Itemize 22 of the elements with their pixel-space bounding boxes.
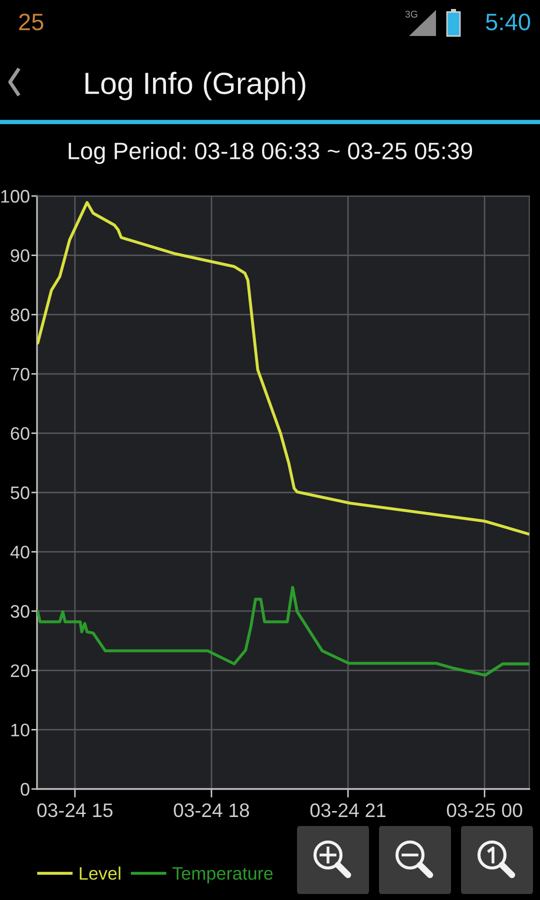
text: 25 — [19, 14, 44, 30]
y-tick-label: 30 — [10, 605, 30, 618]
y-tick-label: 60 — [10, 427, 30, 440]
y-tick-label: 10 — [11, 724, 30, 736]
y-tick-label: 70 — [10, 368, 30, 381]
text: 5:40 — [486, 14, 530, 30]
x-tick-label: 03-24 18 — [174, 803, 250, 818]
x-tick-label: 03-24 21 — [310, 803, 386, 818]
y-tick-label: 80 — [10, 308, 30, 322]
y-tick-label: 90 — [10, 249, 30, 262]
legend-label: Level — [80, 866, 120, 880]
x-tick-label: 03-25 00 — [446, 803, 522, 818]
y-tick-label: 50 — [10, 486, 30, 500]
y-tick-label: 100 — [1, 190, 30, 203]
chart-subtitle: Log Period: 03-18 06:33 ~ 03-25 05:39 — [68, 142, 472, 164]
y-tick-label: 40 — [10, 546, 30, 559]
y-tick-label: 20 — [10, 664, 30, 678]
chart-title: Log Info (Graph) — [86, 72, 306, 100]
text: 3G — [405, 10, 418, 18]
y-tick-label: 0 — [20, 782, 30, 796]
x-tick-label: 03-24 15 — [37, 803, 112, 818]
legend-label: Temperature — [172, 867, 273, 884]
